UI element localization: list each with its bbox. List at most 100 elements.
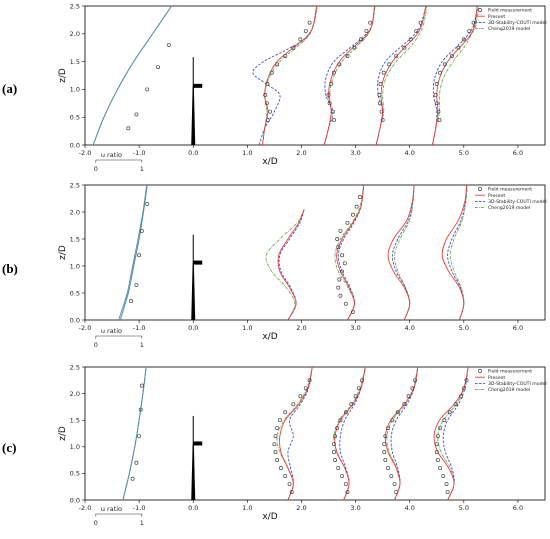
wake-4-field-point xyxy=(434,442,439,447)
inflow-cosmo-line xyxy=(119,184,148,321)
wake-2-field-point xyxy=(338,418,343,423)
inflow-cheng-line xyxy=(92,5,172,146)
inflow-field-point xyxy=(166,42,171,47)
wake-2-field-point xyxy=(338,228,343,233)
wake-4-cosmo-line xyxy=(442,366,469,501)
u-ratio-label: u ratio xyxy=(101,151,122,159)
x-axis-title: x/D xyxy=(262,157,277,167)
wake-4-field-point xyxy=(445,490,450,494)
y-tick-label: 0.0 xyxy=(70,496,80,504)
u-ratio-label: u ratio xyxy=(101,505,122,513)
wake-2-field-point xyxy=(336,245,341,250)
inflow-field-point xyxy=(138,407,143,412)
wake-3-field-point xyxy=(418,20,423,25)
x-tick-label: 3.0 xyxy=(350,324,360,332)
wake-2-field-point xyxy=(329,81,334,86)
inflow-field-point xyxy=(137,253,142,258)
inflow-cosmo-line xyxy=(92,5,172,146)
wake-4-field-point xyxy=(449,54,454,58)
wake-2-field-point xyxy=(331,70,336,75)
wake-1-field-point xyxy=(291,45,296,50)
inflow-field-point xyxy=(145,87,150,92)
y-tick-label: 2.0 xyxy=(70,30,80,38)
legend-entry: Present xyxy=(488,375,505,381)
wake-2-field-point xyxy=(340,474,345,479)
x-tick-label: 5.0 xyxy=(459,324,469,332)
wake-2-field-point xyxy=(336,466,341,471)
turbine-nacelle xyxy=(193,83,203,88)
wake-1-field-point xyxy=(264,101,269,106)
wake-2-field-point xyxy=(338,293,343,298)
wake-2-field-point xyxy=(337,62,342,67)
wake-4-field-point xyxy=(438,466,442,471)
wake-1-field-point xyxy=(278,466,283,471)
wake-1-field-point xyxy=(283,474,288,479)
wake-4-field-point xyxy=(461,37,466,42)
wake-2-field-point xyxy=(357,194,362,199)
legend-entry: Cheng2019 model xyxy=(488,387,530,393)
wake-2-present-line xyxy=(334,366,366,501)
wake-1-field-point xyxy=(275,426,280,431)
wake-2-field-point xyxy=(350,212,355,217)
wake-2-field-point xyxy=(337,277,342,282)
wake-4-cosmo-line xyxy=(431,5,478,146)
wake-1-field-point xyxy=(263,93,268,97)
wake-1-field-point xyxy=(291,402,296,407)
turbine-nacelle xyxy=(193,441,203,446)
legend-entry: Field measurement xyxy=(488,369,532,375)
wake-2-field-point xyxy=(340,269,345,274)
wake-2-field-point xyxy=(343,301,348,306)
u-ratio-tick-label: 0 xyxy=(94,165,98,173)
wake-3-field-point xyxy=(378,81,383,86)
y-tick-label: 2.5 xyxy=(70,2,80,10)
y-tick-label: 2.5 xyxy=(70,181,80,189)
wake-4-field-point xyxy=(434,450,439,455)
legend: Field measurementPresent3D-Stability-COU… xyxy=(475,187,547,211)
wake-4-field-point xyxy=(464,378,469,383)
wake-3-present-line xyxy=(387,184,415,321)
wake-1-field-point xyxy=(298,394,303,399)
legend-marker-field xyxy=(478,187,482,191)
y-tick-label: 1.5 xyxy=(70,58,80,66)
panel-2: (b) -2.0 -1.0 0.0 1.0 2.0 3.0 4.0 5.0 6.0 0.0 0.5 1.… xyxy=(2,181,547,349)
wake-1-cheng-line xyxy=(265,209,305,321)
legend-entry: Present xyxy=(488,193,505,199)
wake-2-field-point xyxy=(343,482,348,486)
panel-label: (a) xyxy=(2,81,17,96)
u-ratio-tick-label: 0 xyxy=(94,341,98,349)
legend-marker-field xyxy=(478,8,482,12)
inflow-field-point xyxy=(134,460,139,465)
x-tick-label: 1.0 xyxy=(242,149,252,157)
wake-1-field-point xyxy=(289,490,294,494)
x-tick-label: 0.0 xyxy=(188,324,198,332)
u-ratio-tick-label: 1 xyxy=(140,519,144,527)
wake-2-present-line xyxy=(323,5,375,146)
wake-2-field-point xyxy=(352,45,357,50)
y-axis-title: z/D xyxy=(58,68,68,83)
x-tick-label: 1.0 xyxy=(242,324,252,332)
wake-3-field-point xyxy=(380,118,385,122)
u-ratio-tick-label: 1 xyxy=(140,341,144,349)
wake-3-field-point xyxy=(377,93,382,97)
wake-3-field-point xyxy=(395,410,400,415)
x-tick-label: 6.0 xyxy=(513,149,523,157)
wake-2-field-point xyxy=(327,101,332,106)
wake-2-field-point xyxy=(359,37,363,42)
wake-1-field-point xyxy=(268,109,273,114)
wake-1-cosmo-line xyxy=(252,5,318,146)
wake-2-cheng-line xyxy=(334,184,365,321)
y-tick-label: 1.0 xyxy=(70,262,80,270)
turbine-tower xyxy=(191,444,196,500)
wake-4-field-point xyxy=(438,426,442,431)
plot-frame xyxy=(84,184,546,321)
wake-3-field-point xyxy=(383,434,388,439)
x-tick-label: 4.0 xyxy=(405,504,415,512)
wake-4-field-point xyxy=(461,386,466,391)
x-tick-label: 5.0 xyxy=(459,149,469,157)
wake-1-field-point xyxy=(303,386,308,391)
wake-2-cheng-line xyxy=(333,366,366,501)
inflow-field-point xyxy=(134,112,139,117)
